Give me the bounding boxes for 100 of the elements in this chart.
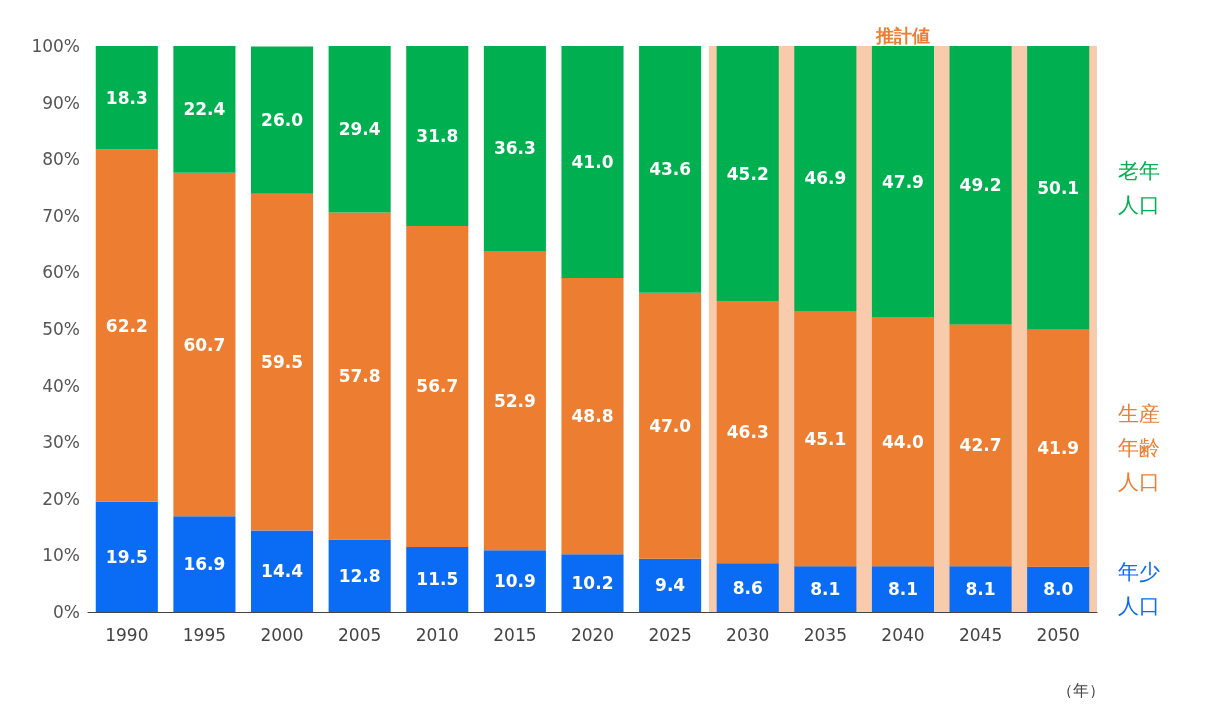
data-label: 11.5 [416, 569, 459, 590]
data-label: 47.9 [881, 171, 924, 192]
bar [639, 292, 702, 559]
data-label: 52.9 [493, 390, 536, 411]
data-label: 47.0 [649, 415, 692, 436]
data-label: 12.8 [338, 565, 381, 586]
bar [561, 46, 624, 279]
y-tick-label: 80% [42, 149, 80, 170]
x-tick-label: 1995 [182, 624, 227, 645]
bar [871, 317, 935, 567]
data-label: 46.9 [804, 168, 847, 189]
data-label: 45.2 [726, 163, 769, 184]
bar [406, 46, 469, 226]
y-tick-label: 100% [31, 36, 80, 56]
data-label: 8.6 [732, 577, 763, 598]
bar [1027, 329, 1090, 567]
bar [716, 301, 779, 564]
bar [871, 566, 935, 612]
x-tick-label: 2030 [726, 624, 770, 645]
bar [328, 46, 391, 213]
data-label: 42.7 [959, 435, 1002, 456]
bar [95, 501, 158, 612]
bar [794, 566, 857, 612]
bar [561, 278, 624, 555]
y-tick-label: 70% [42, 205, 80, 226]
bar [250, 193, 314, 531]
data-label: 43.6 [649, 159, 692, 180]
bar [483, 250, 546, 551]
data-label: 46.3 [726, 422, 769, 443]
data-label: 10.2 [571, 573, 614, 594]
x-tick-label: 2020 [570, 624, 615, 645]
x-tick-label: 2040 [881, 624, 925, 645]
x-axis-title: （年） [1057, 680, 1105, 700]
data-label: 22.4 [183, 99, 226, 120]
x-tick-label: 2010 [415, 624, 459, 645]
x-tick-label: 1990 [105, 624, 149, 645]
bar [483, 46, 546, 251]
y-tick-label: 50% [42, 319, 80, 339]
bar [95, 46, 158, 150]
bar [871, 46, 935, 318]
data-label: 50.1 [1037, 177, 1080, 198]
data-label: 29.4 [338, 119, 381, 140]
y-tick-label: 30% [42, 432, 80, 453]
data-label: 10.9 [493, 571, 536, 592]
x-tick-label: 2000 [260, 624, 304, 645]
bar [328, 212, 391, 540]
bar [95, 149, 158, 502]
y-tick-label: 10% [42, 545, 80, 566]
bar [949, 566, 1012, 612]
data-label: 59.5 [261, 352, 304, 373]
y-tick-label: 90% [42, 92, 80, 113]
band-label: 推計値 [874, 24, 930, 46]
bar [173, 46, 236, 173]
data-label: 8.1 [887, 579, 919, 600]
bar [406, 546, 469, 612]
bar [716, 563, 779, 612]
data-label: 48.8 [571, 406, 614, 427]
bar [794, 310, 857, 567]
bar [716, 46, 779, 302]
data-label: 56.7 [416, 376, 459, 397]
bar [483, 550, 546, 612]
x-tick-label: 2050 [1036, 624, 1080, 645]
x-tick-label: 2045 [958, 624, 1003, 645]
bar [561, 554, 624, 612]
data-label: 14.4 [261, 561, 304, 582]
bar [1027, 46, 1090, 330]
data-label: 62.2 [105, 315, 148, 336]
data-label: 8.1 [965, 579, 996, 600]
data-label: 49.2 [959, 175, 1002, 196]
bar [639, 46, 702, 293]
bar [406, 225, 469, 547]
bar [173, 516, 236, 612]
data-label: 26.0 [261, 110, 304, 131]
data-label: 45.1 [804, 428, 847, 449]
bar [173, 172, 236, 517]
data-label: 9.4 [655, 575, 686, 596]
x-tick-label: 2035 [803, 624, 847, 645]
bar [794, 46, 857, 311]
bar [949, 324, 1012, 567]
data-label: 31.8 [416, 125, 459, 146]
bar [328, 539, 391, 612]
data-label: 60.7 [183, 334, 226, 355]
x-tick-label: 2015 [493, 624, 537, 645]
bar [949, 46, 1012, 325]
x-tick-label: 2005 [338, 624, 382, 645]
data-label: 19.5 [105, 546, 148, 567]
data-label: 18.3 [105, 87, 148, 108]
series-label: 生産年齢人口 [1118, 402, 1161, 495]
data-label: 57.8 [338, 365, 381, 386]
bar [1027, 566, 1090, 612]
bar [250, 530, 314, 612]
series-label: 老年人口 [1118, 158, 1161, 217]
x-tick-label: 2025 [648, 624, 692, 645]
y-tick-label: 40% [42, 375, 80, 396]
bar [639, 558, 702, 612]
data-label: 8.1 [810, 579, 841, 600]
series-label: 年少人口 [1118, 560, 1161, 619]
data-label: 8.0 [1043, 579, 1074, 600]
bar [250, 46, 314, 194]
y-tick-label: 0% [53, 602, 80, 622]
